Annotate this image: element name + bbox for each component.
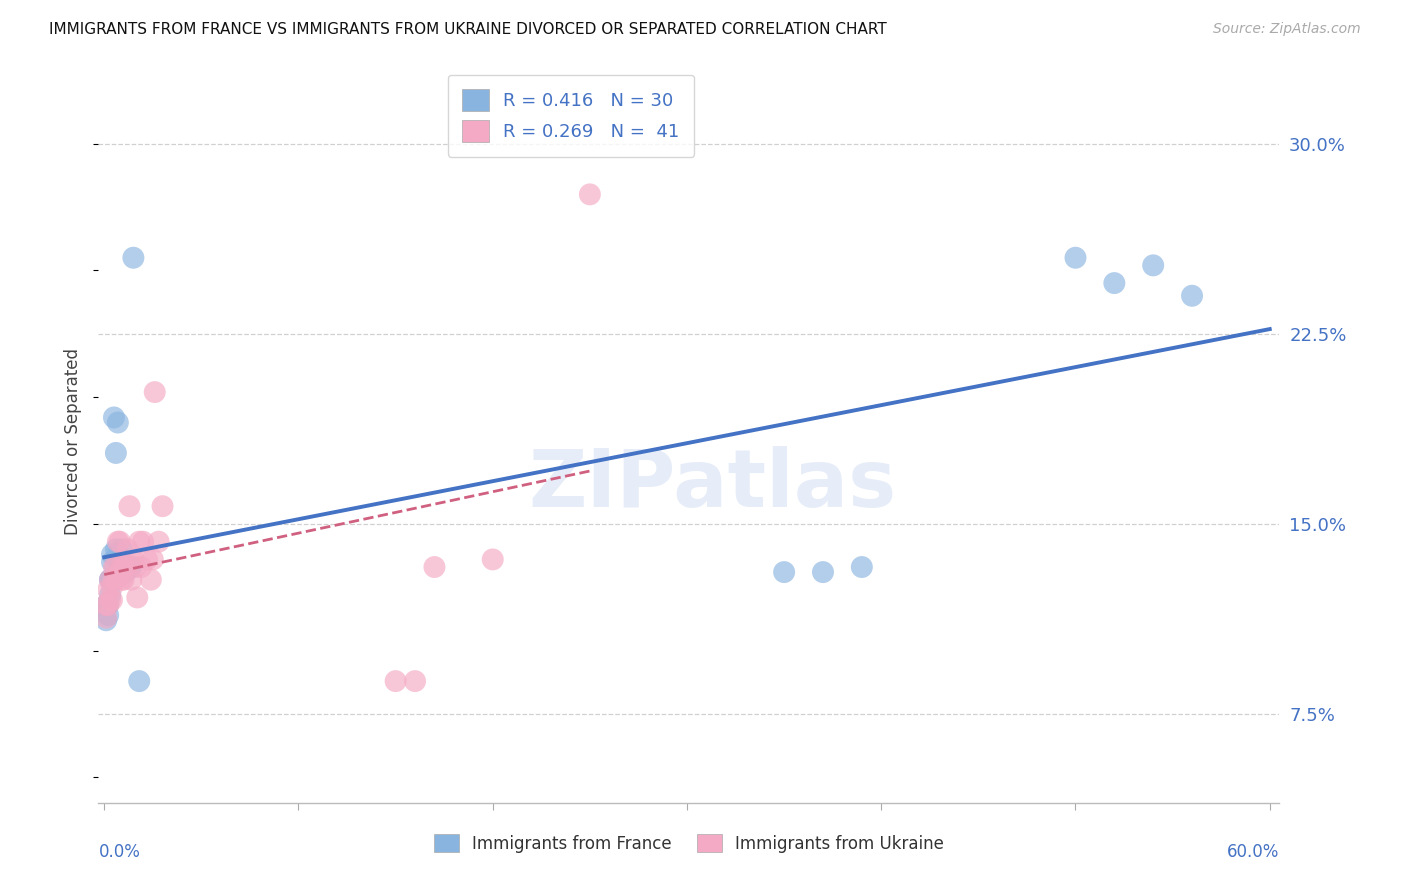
- Point: [127, 591, 149, 605]
- Point: [101, 580, 124, 594]
- Point: [98, 573, 121, 587]
- Point: [120, 573, 142, 587]
- Point: [107, 567, 129, 582]
- Point: [101, 555, 124, 569]
- Point: [104, 542, 127, 557]
- Point: [1064, 251, 1087, 265]
- Point: [1181, 289, 1204, 303]
- Point: [114, 560, 136, 574]
- Point: [96, 611, 118, 625]
- Point: [811, 565, 834, 579]
- Point: [124, 560, 146, 574]
- Point: [579, 187, 602, 202]
- Point: [96, 613, 118, 627]
- Point: [97, 608, 120, 623]
- Point: [98, 573, 121, 587]
- Point: [384, 674, 406, 689]
- Point: [143, 385, 166, 400]
- Point: [96, 598, 118, 612]
- Point: [107, 416, 129, 430]
- Point: [136, 552, 159, 566]
- Point: [97, 598, 120, 612]
- Point: [142, 552, 165, 566]
- Point: [104, 573, 127, 587]
- Point: [101, 593, 124, 607]
- Point: [111, 560, 134, 574]
- Point: [120, 560, 142, 574]
- Point: [139, 573, 162, 587]
- Point: [98, 588, 121, 602]
- Point: [104, 446, 127, 460]
- Point: [97, 582, 120, 597]
- Point: [112, 573, 135, 587]
- Point: [103, 560, 125, 574]
- Point: [118, 499, 141, 513]
- Legend: Immigrants from France, Immigrants from Ukraine: Immigrants from France, Immigrants from …: [427, 828, 950, 860]
- Point: [132, 534, 155, 549]
- Point: [97, 598, 120, 612]
- Point: [98, 593, 121, 607]
- Text: ZIPatlas: ZIPatlas: [529, 446, 897, 524]
- Point: [98, 573, 121, 587]
- Point: [107, 547, 129, 561]
- Point: [108, 567, 131, 582]
- Y-axis label: Divorced or Separated: Divorced or Separated: [65, 348, 83, 535]
- Point: [103, 573, 125, 587]
- Point: [128, 534, 150, 549]
- Point: [108, 560, 131, 574]
- Point: [117, 542, 139, 557]
- Point: [152, 499, 174, 513]
- Point: [1104, 276, 1126, 290]
- Point: [108, 534, 131, 549]
- Point: [101, 547, 124, 561]
- Point: [118, 560, 141, 574]
- Text: Source: ZipAtlas.com: Source: ZipAtlas.com: [1213, 22, 1361, 37]
- Point: [129, 560, 152, 574]
- Point: [148, 534, 170, 549]
- Point: [117, 560, 139, 574]
- Text: 0.0%: 0.0%: [98, 843, 141, 861]
- Point: [111, 573, 134, 587]
- Point: [96, 598, 118, 612]
- Point: [112, 565, 135, 579]
- Point: [112, 555, 135, 569]
- Point: [114, 565, 136, 579]
- Point: [773, 565, 796, 579]
- Point: [481, 552, 503, 566]
- Point: [103, 410, 125, 425]
- Point: [851, 560, 873, 574]
- Point: [104, 560, 127, 574]
- Point: [404, 674, 426, 689]
- Point: [107, 534, 129, 549]
- Point: [122, 552, 145, 566]
- Point: [423, 560, 446, 574]
- Text: 60.0%: 60.0%: [1227, 843, 1279, 861]
- Text: IMMIGRANTS FROM FRANCE VS IMMIGRANTS FROM UKRAINE DIVORCED OR SEPARATED CORRELAT: IMMIGRANTS FROM FRANCE VS IMMIGRANTS FRO…: [49, 22, 887, 37]
- Point: [111, 542, 134, 557]
- Point: [1142, 258, 1164, 272]
- Point: [122, 251, 145, 265]
- Point: [128, 674, 150, 689]
